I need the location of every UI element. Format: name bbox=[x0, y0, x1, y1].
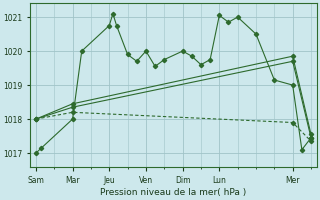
X-axis label: Pression niveau de la mer( hPa ): Pression niveau de la mer( hPa ) bbox=[100, 188, 247, 197]
